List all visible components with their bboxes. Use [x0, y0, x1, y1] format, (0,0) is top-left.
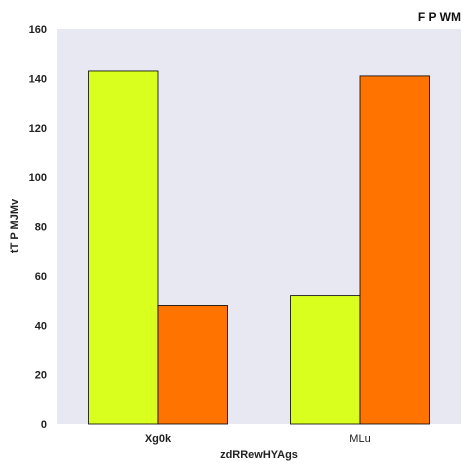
- bar-MLu-series-2: [359, 75, 430, 425]
- y-tick-label: 40: [35, 320, 47, 332]
- y-tick-label: 120: [29, 123, 47, 135]
- y-tick-label: 160: [29, 24, 47, 36]
- bar-Xg0k-series-1: [88, 70, 159, 425]
- x-axis-title: zdRRewHYAgs: [220, 449, 298, 461]
- y-tick-label: 60: [35, 271, 47, 283]
- y-axis-ticks: 0 20 40 60 80 100 120 140 160: [29, 24, 47, 431]
- bar-Xg0k-series-2: [157, 305, 228, 425]
- x-tick-label: Xg0k: [145, 433, 172, 445]
- y-tick-label: 80: [35, 222, 47, 234]
- y-tick-label: 0: [41, 419, 47, 431]
- y-axis-title: tT P MJMv: [9, 198, 21, 253]
- bars-group: [88, 70, 430, 425]
- y-tick-label: 20: [35, 370, 47, 382]
- y-tick-label: 140: [29, 73, 47, 85]
- x-tick-label: MLu: [349, 433, 370, 445]
- bar-MLu-series-1: [290, 295, 361, 425]
- chart-title: F P WM: [418, 10, 461, 24]
- y-tick-label: 100: [29, 172, 47, 184]
- x-axis-ticks: Xg0k MLu: [145, 433, 371, 445]
